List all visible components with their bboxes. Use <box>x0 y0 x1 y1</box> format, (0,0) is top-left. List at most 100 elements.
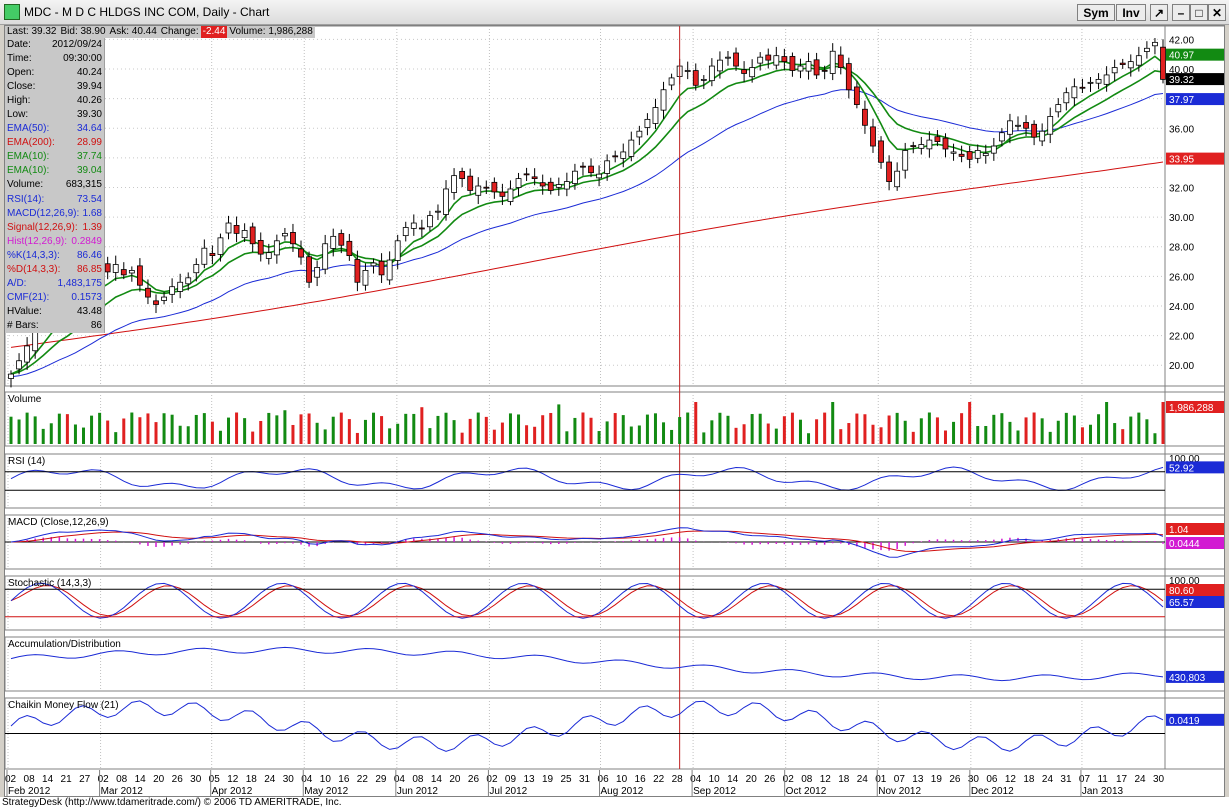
candle-body <box>700 78 707 81</box>
stoch-k-badge <box>1166 584 1224 596</box>
x-day-label: 22 <box>357 774 369 785</box>
candle-body <box>547 181 554 191</box>
maximize-icon[interactable]: □ <box>1190 4 1208 21</box>
info-row: Time: 09:30:00 <box>5 52 104 66</box>
volume-bar <box>363 419 367 444</box>
candle-body <box>282 232 288 237</box>
cmf-last-badge <box>1166 713 1224 726</box>
macd-line <box>10 527 1164 558</box>
volume-bar <box>952 421 956 444</box>
inv-button[interactable]: Inv <box>1116 4 1146 21</box>
candle-body <box>555 184 562 188</box>
volume-bar <box>500 422 504 444</box>
info-row: EMA(200): 28.99 <box>5 136 104 150</box>
volume-bar <box>82 427 86 444</box>
x-month-label: Nov 2012 <box>878 786 921 797</box>
candle-body <box>531 176 538 180</box>
volume-bar <box>122 418 126 444</box>
x-month-label: Apr 2012 <box>212 786 253 797</box>
candle-body <box>435 210 441 213</box>
info-label: Time: <box>7 53 32 65</box>
volume-bar <box>1088 424 1092 444</box>
volume-bar <box>903 420 907 444</box>
volume-bar <box>1137 412 1141 444</box>
price-last-badge <box>1166 73 1224 86</box>
price-last-label: 39.32 <box>1169 75 1194 86</box>
candle-body <box>894 170 901 188</box>
volume-bar <box>412 413 416 444</box>
chart-area[interactable]: 42.0040.0038.0036.0034.0032.0030.0028.00… <box>4 25 1225 797</box>
volume-bar <box>734 427 738 444</box>
candle-body <box>733 52 739 67</box>
volume-bar <box>114 432 118 444</box>
candle-body <box>821 69 828 72</box>
volume-bar <box>943 430 947 444</box>
volume-bar <box>984 425 988 444</box>
volume-bar <box>879 427 883 444</box>
volume-bar <box>1129 416 1133 444</box>
close-icon[interactable]: ✕ <box>1208 4 1226 21</box>
quote-ask: Ask: 40.44 <box>109 26 157 37</box>
candle-body <box>749 67 756 78</box>
price-tick-label: 40.00 <box>1169 65 1194 76</box>
popout-icon[interactable]: ↗ <box>1150 4 1168 21</box>
candle-body <box>1023 122 1029 129</box>
info-value: 1.68 <box>82 207 102 219</box>
candle-body <box>1007 120 1013 135</box>
x-day-label: 02 <box>486 774 498 785</box>
x-day-label: 20 <box>153 774 165 785</box>
volume-bar <box>911 431 915 444</box>
x-day-label: 02 <box>783 774 795 785</box>
volume-bar <box>90 415 94 444</box>
stoch-d-line <box>10 585 1164 617</box>
candle-body <box>1079 86 1086 89</box>
info-value: 86.85 <box>76 263 102 275</box>
info-label: EMA(10): <box>7 165 50 177</box>
macd-hist-badge <box>1166 537 1224 549</box>
ema200-line <box>10 161 1164 348</box>
candle-body <box>386 259 393 281</box>
chart-svg[interactable]: 42.0040.0038.0036.0034.0032.0030.0028.00… <box>5 26 1225 797</box>
x-day-label: 11 <box>1097 774 1108 785</box>
volume-bar <box>73 424 77 444</box>
candle-body <box>1031 123 1038 138</box>
stoch-d-badge <box>1166 596 1224 608</box>
candle-body <box>902 150 909 171</box>
volume-bar <box>1145 419 1149 444</box>
volume-bar <box>57 413 61 444</box>
volume-bar <box>686 412 690 444</box>
candle-body <box>24 345 31 363</box>
volume-bar <box>65 414 69 444</box>
panel-title-volume: Volume <box>8 394 42 405</box>
volume-bar <box>919 418 923 444</box>
candle-body <box>918 144 925 149</box>
candle-body <box>451 175 457 193</box>
candle-body <box>257 239 264 255</box>
volume-bar <box>798 419 802 444</box>
volume-bar <box>766 423 770 444</box>
candle-body <box>1160 46 1166 80</box>
candle-body <box>1055 104 1062 113</box>
volume-bar <box>1032 412 1036 444</box>
candle-body <box>765 54 772 61</box>
candle-body <box>410 222 417 229</box>
volume-bar <box>750 414 754 444</box>
candle-body <box>942 137 949 150</box>
x-day-label: 24 <box>1134 774 1146 785</box>
price-last-label: 33.95 <box>1169 155 1194 166</box>
x-day-label: 26 <box>949 774 961 785</box>
rsi-last-label: 52.92 <box>1169 463 1194 474</box>
candle-body <box>580 165 586 168</box>
volume-bar <box>960 413 964 444</box>
candle-body <box>757 56 764 64</box>
x-day-label: 09 <box>505 774 517 785</box>
minimize-icon[interactable]: – <box>1172 4 1190 21</box>
sym-button[interactable]: Sym <box>1077 4 1115 21</box>
x-day-label: 19 <box>931 774 943 785</box>
candle-body <box>1015 124 1021 127</box>
candle-body <box>330 235 337 249</box>
candle-body <box>128 270 135 274</box>
x-month-label: Jun 2012 <box>397 786 439 797</box>
info-label: %D(14,3,3): <box>7 263 61 275</box>
volume-bar <box>847 423 851 444</box>
